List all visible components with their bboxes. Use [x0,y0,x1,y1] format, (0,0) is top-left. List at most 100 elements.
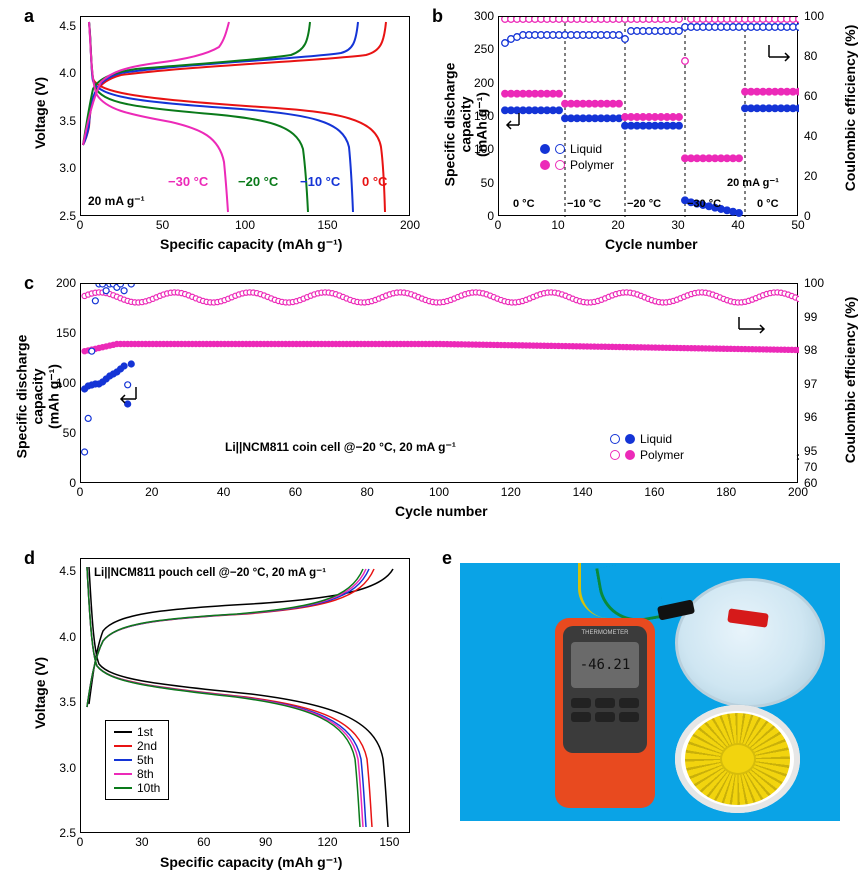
tick: 20 [145,485,158,499]
tick: 60 [804,89,817,103]
button-icon [571,712,591,722]
button-icon [595,712,615,722]
legend-2nd: 2nd [114,739,160,753]
tick: 4.0 [59,630,76,644]
marker-filled-icon [540,160,550,170]
section-label: −10 °C [567,198,601,210]
legend-10th: 10th [114,781,160,795]
tick: 4.0 [59,66,76,80]
tick: 180 [716,485,736,499]
legend-c-polymer: Polymer [610,448,684,462]
ice-dish [675,578,825,708]
tick: 200 [788,485,808,499]
marker-filled-icon [625,434,635,444]
legend-label: 10th [137,781,160,795]
tick: 3.0 [59,761,76,775]
panel-b-label: b [432,6,443,27]
plot-b-xlabel: Cycle number [605,236,698,252]
section-label: 0 °C [513,198,535,210]
plot-b-rate: 20 mA g⁻¹ [727,176,779,189]
plot-d-xticks: 0 30 60 90 120 150 [80,835,410,851]
tick: 200 [400,218,420,232]
line-icon [114,731,132,733]
plot-b-yticks2: 0 20 40 60 80 100 [800,16,830,216]
plot-c-xticks: 0 20 40 60 80 100 120 140 160 180 200 [80,485,798,501]
tick: 50 [791,218,804,232]
tick: 3.0 [59,161,76,175]
annot-0: 0 °C [362,174,387,189]
tick: 10 [551,218,564,232]
tick: 50 [63,426,76,440]
meter-buttons [563,694,647,726]
legend-label: Liquid [570,142,602,156]
line-icon [114,787,132,789]
button-icon [619,698,639,708]
section-label: −20 °C [627,198,661,210]
legend-5th: 5th [114,753,160,767]
tick: 100 [429,485,449,499]
thermometer-device: THERMOMETER -46.21 [555,618,655,808]
tick: 40 [217,485,230,499]
line-icon [114,745,132,747]
tick: 40 [731,218,744,232]
tick: 60 [197,835,210,849]
tick: 95 [804,444,817,458]
tick: 120 [501,485,521,499]
legend-8th: 8th [114,767,160,781]
line-icon [114,773,132,775]
legend-label: 1st [137,725,153,739]
plot-d-annot: Li||NCM811 pouch cell @−20 °C, 20 mA g⁻¹ [94,565,326,579]
tick: 96 [804,410,817,424]
annot-m30: −30 °C [168,174,208,189]
plot-c-yticks2: 60 70 95 96 97 98 99 100 [800,283,835,483]
tick: 3.5 [59,695,76,709]
tick: 50 [156,218,169,232]
meter-title: THERMOMETER [563,626,647,636]
plot-d-ylabel: Voltage (V) [32,648,48,738]
tick: 30 [671,218,684,232]
tick: 0 [77,835,84,849]
plot-c-ylabel2: Coulombic efficiency (%) [842,290,858,470]
meter-reading: -46.21 [580,657,631,673]
button-icon [619,712,639,722]
meter-face: THERMOMETER -46.21 [563,626,647,753]
legend-label: Polymer [570,158,614,172]
plot-a-xlabel: Specific capacity (mAh g⁻¹) [160,236,342,253]
plot-a-yticks: 2.5 3.0 3.5 4.0 4.5 [45,16,80,216]
tick: 0 [804,209,811,223]
cable-yellow [578,563,618,618]
legend-polymer: Polymer [540,158,614,172]
legend-label: 5th [137,753,154,767]
panel-e-label: e [442,548,452,569]
meter-screen: -46.21 [571,642,639,688]
annot-m10: −10 °C [300,174,340,189]
legend-liquid: Liquid [540,142,602,156]
tick: 0 [77,485,84,499]
marker-open-icon [610,434,620,444]
tick: 140 [573,485,593,499]
tick: 4.5 [59,19,76,33]
tick: 4.5 [59,564,76,578]
plot-d-yticks: 2.5 3.0 3.5 4.0 4.5 [45,558,80,833]
legend-label: Polymer [640,448,684,462]
panel-e-photo: THERMOMETER -46.21 [460,563,840,821]
tick: 97 [804,377,817,391]
plot-a-ylabel: Voltage (V) [32,68,48,158]
panel-a-label: a [24,6,34,27]
tick: 20 [611,218,624,232]
plot-c-ylabel: Specific discharge capacity (mAh g⁻¹) [14,307,63,487]
tick: 98 [804,343,817,357]
panel-d-label: d [24,548,35,569]
plot-b-ylabel2: Coulombic efficiency (%) [842,18,858,198]
annot-m20: −20 °C [238,174,278,189]
tick: 99 [804,310,817,324]
marker-filled-icon [540,144,550,154]
tick: 120 [317,835,337,849]
button-icon [571,698,591,708]
tick: 150 [379,835,399,849]
plot-c-xlabel: Cycle number [395,503,488,519]
tick: 100 [235,218,255,232]
tick: 2.5 [59,826,76,840]
tick: 160 [644,485,664,499]
tick: 0 [495,218,502,232]
